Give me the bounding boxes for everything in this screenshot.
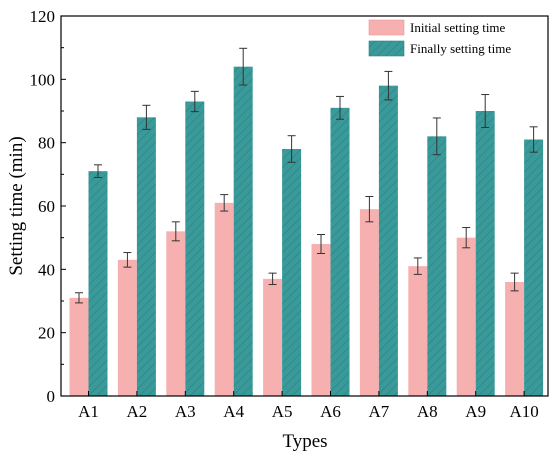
y-tick-label: 100 <box>30 70 56 89</box>
bar-final-A10 <box>524 139 544 396</box>
bar-final-A9 <box>475 111 495 396</box>
legend-swatch-initial <box>368 19 405 36</box>
bar-final-A2 <box>136 117 156 396</box>
bar-initial-A2 <box>117 259 137 396</box>
legend-swatch-final <box>368 40 405 57</box>
bar-final-A5 <box>282 149 302 396</box>
y-tick-label: 40 <box>38 260 55 279</box>
x-tick-label-A4: A4 <box>223 402 244 421</box>
bar-initial-A7 <box>359 209 379 396</box>
x-tick-label-A1: A1 <box>78 402 99 421</box>
x-tick-label-A10: A10 <box>509 402 538 421</box>
x-tick-label-A2: A2 <box>127 402 148 421</box>
legend-label-final: Finally setting time <box>410 41 511 56</box>
x-tick-label-A7: A7 <box>369 402 390 421</box>
legend-label-initial: Initial setting time <box>410 20 506 35</box>
x-tick-label-A6: A6 <box>320 402 341 421</box>
x-tick-label-A9: A9 <box>465 402 486 421</box>
axes: 0 20 40 60 80 100 120 A1 A2 A3 A4 A5 A6 A7 A8 A9 A10 <box>30 7 539 421</box>
y-tick-label: 120 <box>30 7 56 26</box>
bar-initial-A1 <box>69 297 89 396</box>
x-tick-label-A5: A5 <box>272 402 293 421</box>
x-tick-label-A8: A8 <box>417 402 438 421</box>
bar-initial-A10 <box>505 282 525 396</box>
plot-area <box>69 47 544 397</box>
x-tick-label-A3: A3 <box>175 402 196 421</box>
bar-initial-A5 <box>263 278 283 396</box>
bar-final-A7 <box>378 85 398 397</box>
y-axis-title: Setting time (min) <box>6 136 27 275</box>
bar-final-A8 <box>427 136 447 397</box>
bar-final-A6 <box>330 107 350 396</box>
bar-final-A1 <box>88 171 108 396</box>
bar-final-A3 <box>185 101 205 396</box>
y-tick-label: 80 <box>38 134 55 153</box>
bar-initial-A3 <box>166 231 186 396</box>
bar-initial-A4 <box>214 202 234 396</box>
bar-initial-A9 <box>456 237 476 396</box>
y-tick-label: 0 <box>47 387 56 406</box>
y-tick-label: 60 <box>38 197 55 216</box>
bar-initial-A6 <box>311 244 331 396</box>
x-axis-title: Types <box>282 431 327 452</box>
bar-initial-A8 <box>408 266 428 396</box>
legend: Initial setting time Finally setting time <box>368 19 511 57</box>
y-tick-label: 20 <box>38 324 55 343</box>
bar-final-A4 <box>233 66 253 397</box>
